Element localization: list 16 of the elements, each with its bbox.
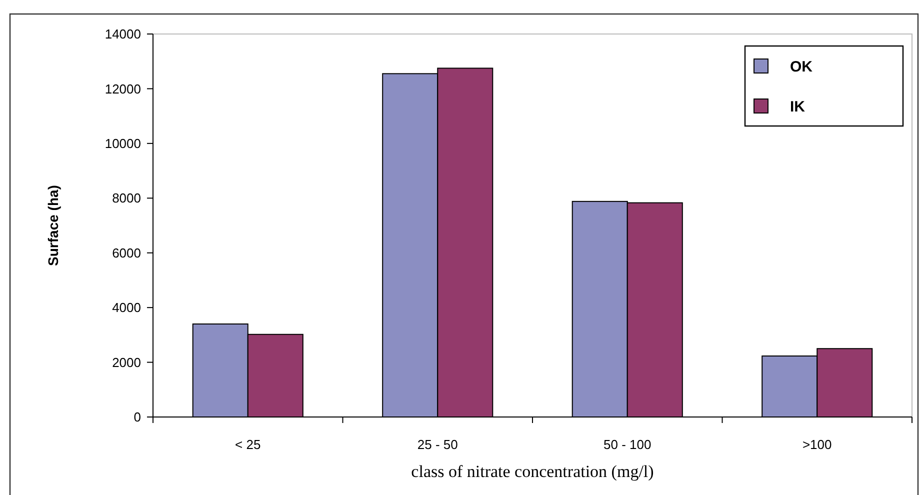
y-tick-label: 6000: [112, 245, 141, 260]
y-tick-label: 10000: [104, 136, 141, 151]
y-tick-label: 14000: [104, 26, 141, 42]
x-tick-label: >100: [802, 437, 832, 452]
legend-label: OK: [790, 58, 813, 76]
legend-label: IK: [790, 98, 806, 116]
y-axis-title: Surface (ha): [45, 185, 61, 266]
x-tick-label: < 25: [235, 437, 261, 452]
x-axis-title: class of nitrate concentration (mg/l): [411, 462, 654, 481]
y-tick-label: 0: [134, 410, 141, 425]
y-tick-label: 4000: [112, 300, 141, 316]
x-tick-label: 50 - 100: [604, 437, 652, 452]
y-tick-label: 2000: [112, 354, 141, 370]
x-tick-label: 25 - 50: [417, 437, 458, 452]
y-tick-label: 8000: [112, 190, 141, 206]
y-tick-label: 12000: [104, 81, 141, 96]
